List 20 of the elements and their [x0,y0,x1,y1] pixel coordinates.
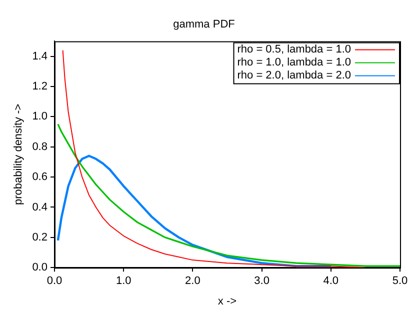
legend-label: rho = 2.0, lambda = 2.0 [237,70,351,82]
y-tick-label: 1.4 [32,50,48,62]
y-tick-label: 0.4 [32,201,48,214]
x-tick-label: 5.0 [392,275,408,288]
y-tick-label: 0.2 [32,231,48,244]
legend-label: rho = 1.0, lambda = 1.0 [237,56,351,69]
x-tick-label: 4.0 [323,275,339,288]
x-tick-label: 2.0 [185,275,200,288]
x-tick-label: 3.0 [254,275,270,288]
y-tick-label: 1.0 [32,110,48,123]
y-axis-title: probability density -> [12,104,25,205]
x-tick-label: 0.0 [46,275,62,288]
y-tick-label: 1.2 [32,80,48,93]
y-tick-label: 0.6 [32,171,48,184]
legend-label: rho = 0.5, lambda = 1.0 [237,44,351,56]
y-tick-label: 0.8 [32,140,48,153]
x-axis-title: x -> [218,295,237,308]
chart-title: gamma PDF [173,18,236,31]
x-tick-label: 1.0 [116,275,132,288]
y-tick-label: 0.0 [32,262,48,274]
